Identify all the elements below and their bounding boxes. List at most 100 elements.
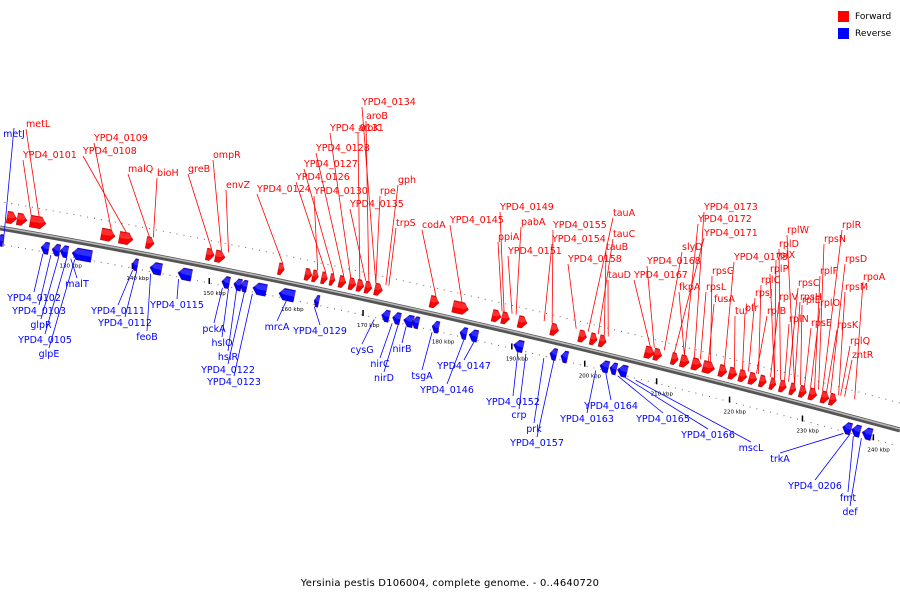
leader-line	[633, 279, 651, 347]
leader-line	[605, 372, 612, 401]
gene-label: rpsD	[845, 254, 867, 265]
leader-line	[673, 237, 705, 353]
gene-label: YPD4_0171	[703, 228, 758, 239]
gene-label: nirB	[392, 344, 411, 355]
leader-line	[786, 234, 795, 384]
legend-reverse: Reverse	[838, 25, 891, 42]
leader-line	[276, 300, 287, 322]
gene-label: rplQ	[850, 336, 870, 347]
leader-line	[176, 279, 179, 300]
leader-line	[854, 281, 864, 400]
leader-line	[70, 258, 78, 279]
leader-line	[769, 273, 775, 379]
reverse-gene-arrow	[513, 339, 525, 354]
leader-line	[233, 293, 253, 377]
gene-label: rpsG	[712, 266, 734, 277]
gene-label: malT	[65, 279, 89, 290]
gene-label: YPD4_0108	[82, 146, 137, 157]
gene-label: rplP	[770, 264, 789, 275]
tick-label: 180 kbp	[432, 340, 455, 346]
leader-line	[710, 275, 713, 362]
gene-label: YPD4_0154	[551, 234, 606, 245]
gene-label: fkpA	[679, 282, 701, 293]
forward-gene-arrow	[311, 269, 319, 283]
gene-label: YPD4_0112	[97, 318, 152, 329]
leader-line	[724, 261, 735, 366]
reverse-gene-arrow	[51, 243, 62, 257]
forward-gene-arrow	[373, 282, 383, 296]
reverse-swatch	[838, 28, 849, 39]
gene-label: rpsC	[798, 278, 820, 289]
leader-line	[313, 306, 321, 326]
leader-line	[507, 255, 513, 314]
reverse-gene-arrow	[560, 350, 570, 364]
reverse-gene-arrow	[842, 422, 853, 436]
gene-label: pabA	[521, 217, 546, 228]
leader-line	[693, 211, 705, 358]
leader-line	[800, 304, 803, 385]
forward-gene-arrow	[363, 280, 373, 294]
gene-label: rpe	[380, 186, 396, 197]
forward-gene-arrow	[328, 273, 336, 286]
forward-gene-arrow	[205, 247, 215, 261]
leader-line	[814, 434, 850, 481]
forward-gene-arrow	[490, 309, 502, 323]
gene-label: nirD	[374, 373, 394, 384]
forward-gene-arrow	[788, 382, 797, 396]
leader-line	[770, 301, 780, 378]
gene-label: ppiA	[498, 232, 520, 243]
gene-label: YPD4_0127	[303, 159, 358, 170]
gene-label: YPD4_0111	[90, 306, 145, 317]
leader-line	[536, 360, 555, 438]
forward-gene-arrow	[451, 300, 469, 315]
gene-label: tauD	[608, 270, 631, 281]
leader-line	[586, 370, 597, 414]
forward-gene-arrow	[727, 366, 738, 380]
leader-line	[388, 227, 397, 286]
gene-label: rpsK	[837, 320, 859, 331]
forward-swatch	[838, 11, 849, 22]
leader-line	[678, 291, 685, 356]
gene-label: def	[842, 507, 858, 518]
leader-line	[734, 315, 736, 368]
forward-gene-arrow	[337, 275, 347, 288]
gene-label: bfr	[745, 303, 758, 314]
gene-label: cysG	[350, 345, 373, 356]
gene-label: fusA	[714, 294, 735, 305]
leader-line	[635, 379, 752, 443]
leader-line	[567, 263, 577, 329]
gene-label: YPD4_0157	[509, 438, 564, 449]
leader-line	[847, 436, 854, 493]
leader-line	[587, 217, 614, 332]
leader-line	[748, 297, 756, 372]
forward-gene-arrow	[277, 262, 285, 276]
gene-label: rplR	[842, 220, 862, 231]
gene-label: YPD4_0126	[295, 172, 350, 183]
leader-line	[383, 324, 399, 373]
leader-line	[603, 251, 607, 336]
forward-gene-arrow	[768, 377, 777, 390]
forward-gene-arrow	[819, 390, 830, 404]
gene-label: rplB	[767, 306, 786, 317]
gene-label: bioH	[157, 168, 179, 179]
leader-line	[844, 359, 853, 397]
leader-line	[683, 223, 699, 356]
backbone-line	[0, 225, 900, 433]
gene-label: YPD4_0206	[787, 481, 842, 492]
gene-label: malQ	[128, 164, 153, 175]
gene-label: metJ	[3, 129, 25, 140]
forward-gene-arrow	[737, 369, 748, 383]
forward-gene-arrow	[652, 347, 663, 361]
forward-gene-arrow	[678, 354, 690, 368]
genome-backbone	[0, 225, 900, 433]
gene-label: YPD4_0164	[583, 401, 638, 412]
gene-label: gph	[398, 175, 416, 186]
forward-gene-arrow	[5, 210, 18, 224]
backbone-highlight	[0, 226, 900, 430]
gene-label: YPD4_0163	[559, 414, 614, 425]
leader-line	[818, 243, 825, 390]
forward-gene-arrow	[214, 249, 226, 263]
reverse-gene-arrow	[549, 348, 559, 361]
legend: Forward Reverse	[838, 8, 891, 42]
gene-label: YPD4_0167	[633, 270, 688, 281]
